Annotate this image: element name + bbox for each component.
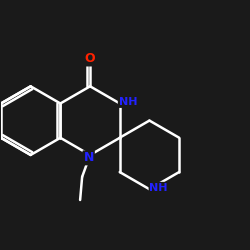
Text: NH: NH	[119, 97, 137, 107]
Text: O: O	[85, 52, 96, 66]
Text: N: N	[84, 151, 94, 164]
Text: NH: NH	[150, 183, 168, 193]
